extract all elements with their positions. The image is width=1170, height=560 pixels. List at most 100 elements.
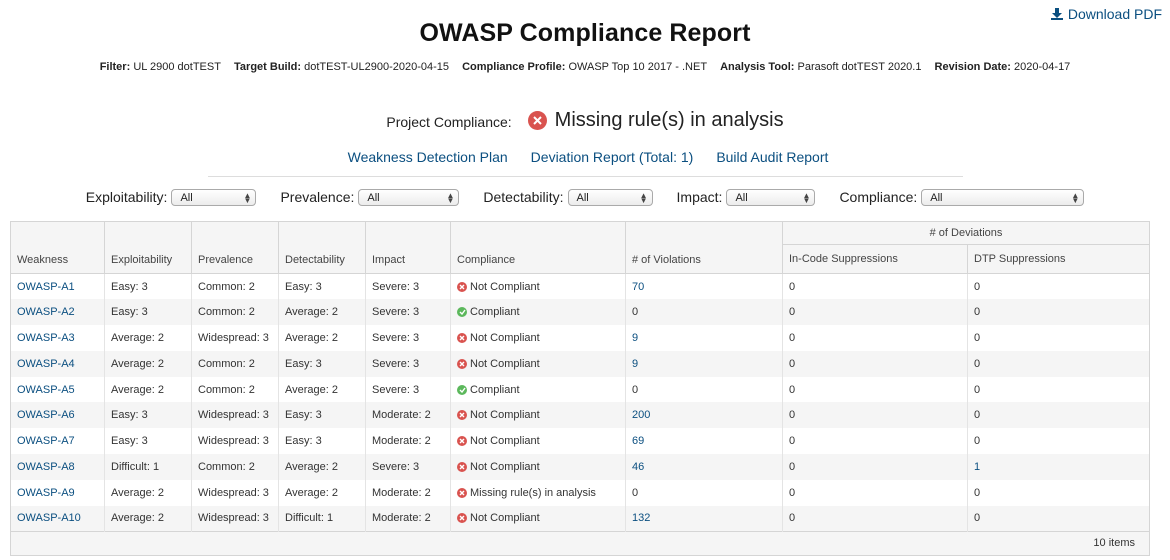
weakness-link[interactable]: OWASP-A6 — [17, 409, 75, 422]
prevalence-select[interactable]: All ▲ ▼ — [358, 189, 460, 206]
column-header-in-code-suppressions[interactable]: In-Code Suppressions — [782, 244, 968, 274]
table-row: OWASP-A10 Average: 2 Widespread: 3 Diffi… — [10, 505, 1150, 532]
violations-link[interactable]: 69 — [632, 435, 645, 448]
exploitability-cell: Average: 2 — [104, 479, 192, 506]
column-header-prevalence[interactable]: Prevalence — [191, 221, 279, 274]
compliance-text: Not Compliant — [470, 435, 540, 448]
violations-cell: 200 — [625, 402, 783, 429]
build-audit-report-link[interactable]: Build Audit Report — [716, 149, 829, 165]
detectability-select[interactable]: All ▲ ▼ — [567, 189, 653, 206]
violations-cell: 9 — [625, 325, 783, 351]
meta-label: Analysis Tool: — [720, 61, 795, 73]
detectability-cell: Average: 2 — [278, 454, 366, 480]
filter-label: Impact: — [676, 188, 723, 205]
violations-link[interactable]: 70 — [632, 280, 645, 293]
column-header-impact[interactable]: Impact — [365, 221, 451, 274]
check-icon — [457, 307, 467, 318]
exploitability-select[interactable]: All ▲ ▼ — [171, 189, 257, 206]
compliance-cell: Missing rule(s) in analysis — [450, 479, 626, 506]
select-arrows-icon: ▲ ▼ — [243, 190, 252, 205]
weakness-cell: OWASP-A5 — [11, 377, 105, 403]
violations-cell: 0 — [625, 299, 783, 326]
table-row: OWASP-A8 Difficult: 1 Common: 2 Average:… — [10, 454, 1150, 480]
weakness-detection-plan-link[interactable]: Weakness Detection Plan — [347, 149, 508, 165]
compliance-cell: Not Compliant — [450, 505, 626, 532]
table-row: OWASP-A9 Average: 2 Widespread: 3 Averag… — [11, 479, 1150, 506]
impact-cell: Moderate: 2 — [365, 402, 451, 429]
dtp-suppressions-link[interactable]: 1 — [974, 460, 981, 473]
meta-value: UL 2900 dotTEST — [133, 61, 221, 73]
download-pdf-link[interactable]: Download PDF — [1050, 6, 1162, 22]
column-header-dtp-suppressions[interactable]: DTP Suppressions — [967, 244, 1150, 274]
select-value: All — [576, 191, 589, 204]
column-header-violations[interactable]: # of Violations — [625, 221, 783, 274]
weakness-cell: OWASP-A3 — [11, 325, 105, 351]
exploitability-cell: Easy: 3 — [104, 428, 192, 455]
weakness-link[interactable]: OWASP-A4 — [17, 357, 75, 370]
weakness-link[interactable]: OWASP-A8 — [17, 460, 75, 473]
detectability-cell: Average: 2 — [278, 325, 366, 351]
prevalence-cell: Common: 2 — [191, 273, 279, 300]
meta-value: 2020-04-17 — [1014, 61, 1071, 73]
meta-value: dotTEST-UL2900-2020-04-15 — [304, 61, 450, 73]
impact-select[interactable]: All ▲ ▼ — [726, 189, 816, 206]
table-row: OWASP-A5 Average: 2 Common: 2 Average: 2… — [11, 376, 1150, 403]
filter-label: Exploitability: — [85, 188, 168, 205]
compliance-text: Compliant — [470, 306, 520, 319]
report-links: Weakness Detection Plan Deviation Report… — [0, 149, 1170, 165]
error-icon — [527, 111, 547, 130]
table-footer-count: 10 items — [10, 530, 1150, 556]
weakness-link[interactable]: OWASP-A2 — [17, 306, 75, 319]
error-icon — [457, 281, 467, 292]
deviation-report-link[interactable]: Deviation Report (Total: 1) — [530, 149, 694, 165]
table-row: OWASP-A1 Easy: 3 Common: 2 Easy: 3 Sever… — [11, 273, 1150, 300]
violations-link[interactable]: 200 — [632, 409, 651, 422]
impact-cell: Severe: 3 — [365, 299, 451, 326]
error-icon — [457, 513, 467, 524]
exploitability-filter: Exploitability: All ▲ ▼ — [86, 187, 257, 206]
violations-link[interactable]: 9 — [632, 357, 639, 370]
filter-label: Prevalence: — [280, 188, 355, 205]
prevalence-cell: Widespread: 3 — [191, 428, 279, 455]
column-header-compliance[interactable]: Compliance — [450, 221, 626, 274]
select-value: All — [930, 191, 943, 204]
prevalence-cell: Widespread: 3 — [191, 325, 279, 351]
in-code-suppressions-cell: 0 — [782, 402, 968, 429]
meta-label: Filter: — [99, 61, 131, 73]
violations-link[interactable]: 46 — [632, 460, 645, 473]
weakness-cell: OWASP-A10 — [10, 505, 105, 532]
meta-label: Revision Date: — [934, 61, 1011, 73]
weakness-cell: OWASP-A7 — [11, 428, 105, 454]
prevalence-cell: Common: 2 — [191, 454, 279, 480]
compliance-select[interactable]: All ▲ ▼ — [921, 189, 1085, 206]
weakness-link[interactable]: OWASP-A5 — [17, 383, 75, 396]
dtp-suppressions-cell: 1 — [967, 454, 1150, 480]
prevalence-cell: Widespread: 3 — [191, 505, 279, 532]
column-header-detectability[interactable]: Detectability — [278, 221, 366, 274]
column-header-weakness[interactable]: Weakness — [10, 221, 105, 274]
weakness-link[interactable]: OWASP-A9 — [17, 486, 75, 499]
weakness-link[interactable]: OWASP-A1 — [17, 280, 75, 293]
column-header-exploitability[interactable]: Exploitability — [104, 221, 192, 274]
deviations-group-header: # of Deviations — [782, 221, 1150, 245]
download-icon — [1050, 7, 1064, 21]
dtp-suppressions-cell: 0 — [967, 479, 1150, 506]
weakness-link[interactable]: OWASP-A7 — [17, 435, 75, 448]
dtp-suppressions-cell: 0 — [967, 402, 1150, 429]
project-compliance-label: Project Compliance: — [386, 114, 512, 130]
prevalence-cell: Common: 2 — [191, 376, 279, 403]
impact-cell: Severe: 3 — [365, 376, 451, 403]
report-metadata: Filter: UL 2900 dotTEST Target Build: do… — [0, 61, 1170, 73]
meta-label: Target Build: — [234, 61, 302, 73]
dtp-suppressions-cell: 0 — [967, 350, 1150, 377]
violations-link[interactable]: 9 — [632, 331, 639, 344]
detectability-filter: Detectability: All ▲ ▼ — [483, 187, 653, 206]
in-code-suppressions-cell: 0 — [782, 428, 968, 455]
weakness-link[interactable]: OWASP-A3 — [17, 331, 75, 344]
table-row: OWASP-A2 Easy: 3 Common: 2 Average: 2 Se… — [10, 299, 1150, 326]
exploitability-cell: Difficult: 1 — [104, 454, 192, 480]
violations-link[interactable]: 132 — [632, 512, 651, 525]
filter-label: Compliance: — [839, 188, 918, 205]
weakness-link[interactable]: OWASP-A10 — [17, 512, 81, 525]
detectability-cell: Average: 2 — [278, 299, 366, 326]
